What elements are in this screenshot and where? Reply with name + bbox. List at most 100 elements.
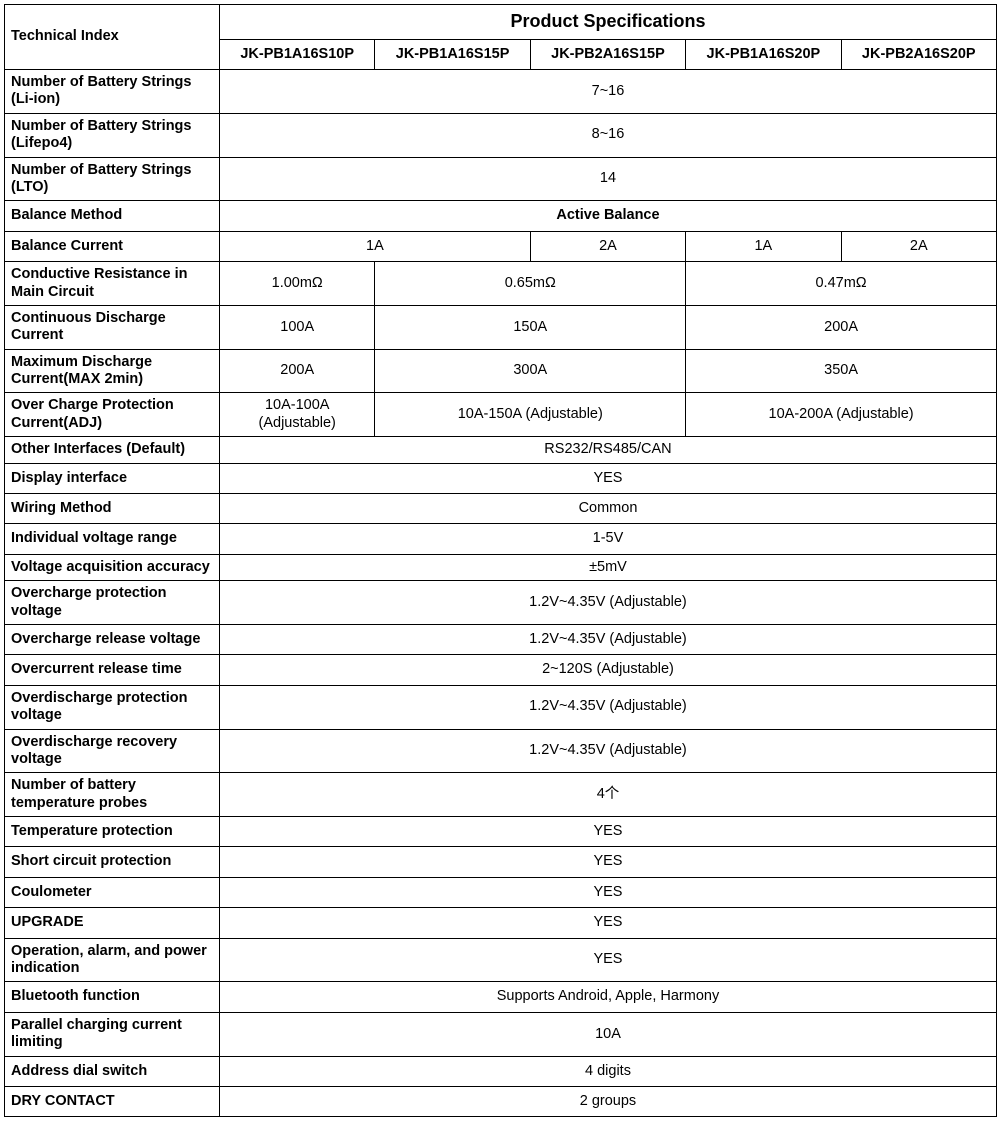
label-temp-prot: Temperature protection	[5, 817, 220, 847]
val-oc-release: 2~120S (Adjustable)	[220, 655, 997, 685]
label-other-if: Other Interfaces (Default)	[5, 437, 220, 463]
model-4: JK-PB2A16S20P	[841, 39, 996, 69]
row-bluetooth: Bluetooth function Supports Android, App…	[5, 982, 997, 1012]
val-bc-4: 2A	[841, 231, 996, 261]
row-odr-voltage: Overdischarge recovery voltage 1.2V~4.35…	[5, 729, 997, 773]
label-wiring: Wiring Method	[5, 494, 220, 524]
val-upgrade: YES	[220, 908, 997, 938]
label-volt-acc: Voltage acquisition accuracy	[5, 554, 220, 580]
val-short-prot: YES	[220, 847, 997, 877]
val-cr-3: 0.47mΩ	[686, 262, 997, 306]
row-other-if: Other Interfaces (Default) RS232/RS485/C…	[5, 437, 997, 463]
header-label: Technical Index	[5, 5, 220, 70]
val-balance-method: Active Balance	[220, 201, 997, 231]
val-temp-probes: 4个	[220, 773, 997, 817]
val-wiring: Common	[220, 494, 997, 524]
row-ovr-voltage: Overcharge release voltage 1.2V~4.35V (A…	[5, 624, 997, 654]
val-other-if: RS232/RS485/CAN	[220, 437, 997, 463]
label-balance-method: Balance Method	[5, 201, 220, 231]
val-cd-1: 100A	[220, 305, 375, 349]
val-cd-3: 200A	[686, 305, 997, 349]
val-bluetooth: Supports Android, Apple, Harmony	[220, 982, 997, 1012]
label-coulometer: Coulometer	[5, 877, 220, 907]
table-title: Product Specifications	[220, 5, 997, 40]
row-cond-resist: Conductive Resistance in Main Circuit 1.…	[5, 262, 997, 306]
label-short-prot: Short circuit protection	[5, 847, 220, 877]
row-volt-acc: Voltage acquisition accuracy ±5mV	[5, 554, 997, 580]
val-md-1: 200A	[220, 349, 375, 393]
row-ind-voltage: Individual voltage range 1-5V	[5, 524, 997, 554]
row-short-prot: Short circuit protection YES	[5, 847, 997, 877]
row-oc-release: Overcurrent release time 2~120S (Adjusta…	[5, 655, 997, 685]
label-odr-voltage: Overdischarge recovery voltage	[5, 729, 220, 773]
val-ocp-3: 10A-200A (Adjustable)	[686, 393, 997, 437]
model-3: JK-PB1A16S20P	[686, 39, 841, 69]
val-bc-2: 2A	[530, 231, 685, 261]
val-odr-voltage: 1.2V~4.35V (Adjustable)	[220, 729, 997, 773]
row-lifepo4: Number of Battery Strings (Lifepo4) 8~16	[5, 113, 997, 157]
row-display-if: Display interface YES	[5, 463, 997, 493]
row-max-discharge: Maximum Discharge Current(MAX 2min) 200A…	[5, 349, 997, 393]
label-lifepo4: Number of Battery Strings (Lifepo4)	[5, 113, 220, 157]
val-ovp-voltage: 1.2V~4.35V (Adjustable)	[220, 581, 997, 625]
row-upgrade: UPGRADE YES	[5, 908, 997, 938]
row-lto: Number of Battery Strings (LTO) 14	[5, 157, 997, 201]
val-bc-1: 1A	[220, 231, 531, 261]
val-odp-voltage: 1.2V~4.35V (Adjustable)	[220, 685, 997, 729]
val-li-ion: 7~16	[220, 69, 997, 113]
model-0: JK-PB1A16S10P	[220, 39, 375, 69]
row-addr-dial: Address dial switch 4 digits	[5, 1056, 997, 1086]
label-lto: Number of Battery Strings (LTO)	[5, 157, 220, 201]
label-li-ion: Number of Battery Strings (Li-ion)	[5, 69, 220, 113]
model-1: JK-PB1A16S15P	[375, 39, 530, 69]
row-temp-probes: Number of battery temperature probes 4个	[5, 773, 997, 817]
val-cd-2: 150A	[375, 305, 686, 349]
val-ovr-voltage: 1.2V~4.35V (Adjustable)	[220, 624, 997, 654]
val-ocp-2: 10A-150A (Adjustable)	[375, 393, 686, 437]
model-2: JK-PB2A16S15P	[530, 39, 685, 69]
row-wiring: Wiring Method Common	[5, 494, 997, 524]
label-max-discharge: Maximum Discharge Current(MAX 2min)	[5, 349, 220, 393]
val-cr-2: 0.65mΩ	[375, 262, 686, 306]
val-op-alarm: YES	[220, 938, 997, 982]
row-ovp-voltage: Overcharge protection voltage 1.2V~4.35V…	[5, 581, 997, 625]
label-ovr-voltage: Overcharge release voltage	[5, 624, 220, 654]
label-display-if: Display interface	[5, 463, 220, 493]
spec-table: Technical Index Product Specifications J…	[4, 4, 997, 1117]
label-cond-resist: Conductive Resistance in Main Circuit	[5, 262, 220, 306]
val-md-3: 350A	[686, 349, 997, 393]
header-row-1: Technical Index Product Specifications	[5, 5, 997, 40]
label-odp-voltage: Overdischarge protection voltage	[5, 685, 220, 729]
label-upgrade: UPGRADE	[5, 908, 220, 938]
label-bluetooth: Bluetooth function	[5, 982, 220, 1012]
val-volt-acc: ±5mV	[220, 554, 997, 580]
row-dry-contact: DRY CONTACT 2 groups	[5, 1087, 997, 1117]
val-md-2: 300A	[375, 349, 686, 393]
label-cont-discharge: Continuous Discharge Current	[5, 305, 220, 349]
row-coulometer: Coulometer YES	[5, 877, 997, 907]
row-balance-method: Balance Method Active Balance	[5, 201, 997, 231]
label-oc-release: Overcurrent release time	[5, 655, 220, 685]
row-li-ion: Number of Battery Strings (Li-ion) 7~16	[5, 69, 997, 113]
val-dry-contact: 2 groups	[220, 1087, 997, 1117]
val-lto: 14	[220, 157, 997, 201]
val-lifepo4: 8~16	[220, 113, 997, 157]
label-ind-voltage: Individual voltage range	[5, 524, 220, 554]
row-cont-discharge: Continuous Discharge Current 100A 150A 2…	[5, 305, 997, 349]
val-bc-3: 1A	[686, 231, 841, 261]
label-addr-dial: Address dial switch	[5, 1056, 220, 1086]
val-ocp-1: 10A-100A (Adjustable)	[220, 393, 375, 437]
label-op-alarm: Operation, alarm, and power indication	[5, 938, 220, 982]
row-odp-voltage: Overdischarge protection voltage 1.2V~4.…	[5, 685, 997, 729]
label-parallel: Parallel charging current limiting	[5, 1012, 220, 1056]
val-ind-voltage: 1-5V	[220, 524, 997, 554]
label-temp-probes: Number of battery temperature probes	[5, 773, 220, 817]
label-balance-current: Balance Current	[5, 231, 220, 261]
label-ocp-current: Over Charge Protection Current(ADJ)	[5, 393, 220, 437]
row-ocp-current: Over Charge Protection Current(ADJ) 10A-…	[5, 393, 997, 437]
row-balance-current: Balance Current 1A 2A 1A 2A	[5, 231, 997, 261]
val-temp-prot: YES	[220, 817, 997, 847]
val-parallel: 10A	[220, 1012, 997, 1056]
row-parallel: Parallel charging current limiting 10A	[5, 1012, 997, 1056]
val-addr-dial: 4 digits	[220, 1056, 997, 1086]
